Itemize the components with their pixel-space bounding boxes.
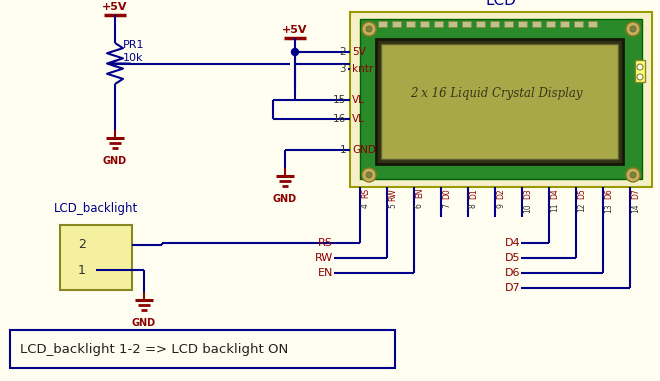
Text: LCD: LCD — [486, 0, 516, 8]
Circle shape — [630, 26, 636, 32]
Text: D4: D4 — [550, 188, 559, 199]
Text: 12: 12 — [577, 203, 586, 213]
Text: D6: D6 — [604, 188, 613, 199]
Text: RW: RW — [315, 253, 333, 263]
Text: GND: GND — [103, 156, 127, 166]
Bar — [532, 21, 541, 27]
Bar — [360, 19, 642, 179]
Circle shape — [362, 22, 376, 36]
Bar — [476, 21, 485, 27]
Text: D1: D1 — [469, 188, 478, 199]
Text: 1: 1 — [339, 145, 346, 155]
Text: 6: 6 — [415, 203, 424, 208]
Bar — [10, 330, 395, 368]
Text: 5V: 5V — [352, 47, 366, 57]
Bar — [60, 225, 132, 290]
Circle shape — [292, 48, 298, 56]
Circle shape — [366, 26, 372, 32]
Text: +5V: +5V — [102, 2, 128, 12]
Bar — [392, 21, 401, 27]
Text: RS: RS — [361, 188, 370, 198]
Text: RW: RW — [388, 188, 397, 201]
Bar — [635, 60, 645, 82]
Text: 10: 10 — [523, 203, 532, 213]
Text: +5V: +5V — [282, 25, 308, 35]
Text: 11: 11 — [550, 203, 559, 213]
Text: 10k: 10k — [123, 53, 143, 63]
Text: 9: 9 — [496, 203, 505, 208]
Circle shape — [630, 172, 636, 178]
Text: GND: GND — [352, 145, 376, 155]
Text: D7: D7 — [504, 283, 520, 293]
Bar — [518, 21, 527, 27]
Text: 2: 2 — [339, 47, 346, 57]
Bar — [546, 21, 555, 27]
Bar — [588, 21, 597, 27]
Text: 5: 5 — [388, 203, 397, 208]
Text: PR1: PR1 — [123, 40, 145, 50]
Circle shape — [362, 168, 376, 182]
Bar — [378, 21, 387, 27]
Text: D2: D2 — [496, 188, 505, 199]
Circle shape — [637, 64, 643, 70]
Text: 2 x 16 Liquid Crystal Display: 2 x 16 Liquid Crystal Display — [410, 88, 582, 101]
Text: D0: D0 — [442, 188, 451, 199]
Text: VL: VL — [352, 95, 365, 105]
Text: D3: D3 — [523, 188, 532, 199]
Bar — [420, 21, 429, 27]
Circle shape — [637, 74, 643, 80]
Text: LCD_backlight 1-2 => LCD backlight ON: LCD_backlight 1-2 => LCD backlight ON — [20, 343, 288, 355]
Text: 3: 3 — [339, 64, 346, 74]
Text: VL: VL — [352, 114, 365, 124]
Text: kntr: kntr — [352, 64, 374, 74]
Text: RS: RS — [318, 238, 333, 248]
Text: GND: GND — [132, 318, 156, 328]
Text: D7: D7 — [631, 188, 640, 199]
Bar — [560, 21, 569, 27]
Text: GND: GND — [273, 194, 297, 204]
Bar — [376, 39, 623, 164]
Circle shape — [626, 22, 640, 36]
Text: 2: 2 — [78, 239, 86, 251]
Text: D5: D5 — [577, 188, 586, 199]
Text: 13: 13 — [604, 203, 613, 213]
Text: 4: 4 — [361, 203, 370, 208]
Circle shape — [626, 168, 640, 182]
Circle shape — [366, 172, 372, 178]
Text: EN: EN — [317, 268, 333, 278]
Text: 1: 1 — [78, 264, 86, 277]
Text: 16: 16 — [333, 114, 346, 124]
Text: D6: D6 — [504, 268, 520, 278]
Bar — [448, 21, 457, 27]
Text: LCD_backlight: LCD_backlight — [54, 202, 138, 215]
Text: D5: D5 — [504, 253, 520, 263]
Bar — [350, 12, 652, 187]
Text: EN: EN — [415, 188, 424, 199]
Bar — [381, 44, 618, 159]
Text: 15: 15 — [333, 95, 346, 105]
Bar — [490, 21, 499, 27]
Bar — [574, 21, 583, 27]
Bar — [462, 21, 471, 27]
Bar — [434, 21, 443, 27]
Text: D4: D4 — [504, 238, 520, 248]
Text: 8: 8 — [469, 203, 478, 208]
Text: 14: 14 — [631, 203, 640, 213]
Bar — [504, 21, 513, 27]
Bar — [406, 21, 415, 27]
Text: 7: 7 — [442, 203, 451, 208]
